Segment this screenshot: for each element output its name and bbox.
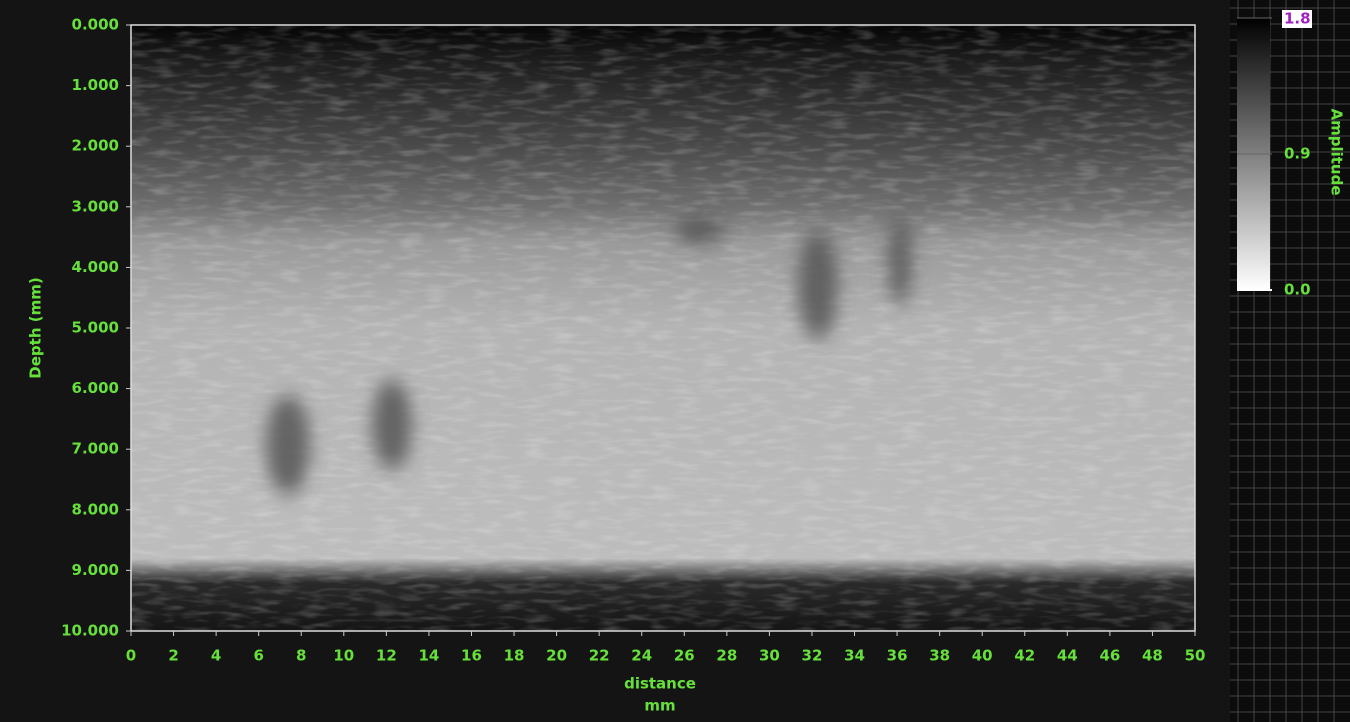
x-tick-label: 24 <box>631 647 652 665</box>
x-tick-label: 46 <box>1099 647 1120 665</box>
x-tick-label: 28 <box>716 647 737 665</box>
x-tick-label: 48 <box>1142 647 1163 665</box>
x-tick-label: 36 <box>887 647 908 665</box>
chart: distance mm Depth (mm) Amplitude 0246810… <box>0 0 1350 722</box>
x-tick-label: 8 <box>296 647 306 665</box>
x-axis-unit: mm <box>644 697 675 715</box>
x-tick-label: 6 <box>253 647 263 665</box>
x-tick-label: 16 <box>461 647 482 665</box>
y-axis-label: Depth (mm) <box>27 277 45 378</box>
y-tick-label: 6.000 <box>72 379 119 397</box>
x-tick-label: 42 <box>1014 647 1035 665</box>
y-tick-label: 9.000 <box>72 561 119 579</box>
x-tick-label: 4 <box>211 647 221 665</box>
y-tick-label: 10.000 <box>61 622 119 640</box>
x-tick-label: 40 <box>972 647 993 665</box>
x-tick-label: 22 <box>589 647 610 665</box>
x-tick-label: 34 <box>844 647 865 665</box>
y-tick-label: 0.000 <box>72 16 119 34</box>
y-tick-label: 1.000 <box>72 76 119 94</box>
scan-speckle <box>131 25 1195 631</box>
y-tick-label: 4.000 <box>72 258 119 276</box>
x-tick-label: 2 <box>168 647 178 665</box>
y-tick-label: 3.000 <box>72 197 119 215</box>
y-tick-label: 2.000 <box>72 137 119 155</box>
x-tick-label: 12 <box>376 647 397 665</box>
x-tick-label: 18 <box>504 647 525 665</box>
x-tick-label: 38 <box>929 647 950 665</box>
colorbar-label: Amplitude <box>1328 108 1346 195</box>
x-tick-label: 44 <box>1057 647 1078 665</box>
y-tick-label: 8.000 <box>72 500 119 518</box>
colorbar-tick-label: 0.9 <box>1284 145 1311 163</box>
colorbar-tick-label: 1.8 <box>1284 10 1311 28</box>
y-tick-label: 5.000 <box>72 319 119 337</box>
x-tick-label: 26 <box>674 647 695 665</box>
x-tick-label: 20 <box>546 647 567 665</box>
x-tick-label: 10 <box>333 647 354 665</box>
y-tick-label: 7.000 <box>72 440 119 458</box>
x-tick-label: 32 <box>802 647 823 665</box>
colorbar-tick-label: 0.0 <box>1284 281 1311 299</box>
x-tick-label: 0 <box>126 647 136 665</box>
x-axis-label: distance <box>624 675 696 693</box>
x-tick-label: 50 <box>1185 647 1206 665</box>
x-tick-label: 14 <box>418 647 439 665</box>
x-tick-label: 30 <box>759 647 780 665</box>
